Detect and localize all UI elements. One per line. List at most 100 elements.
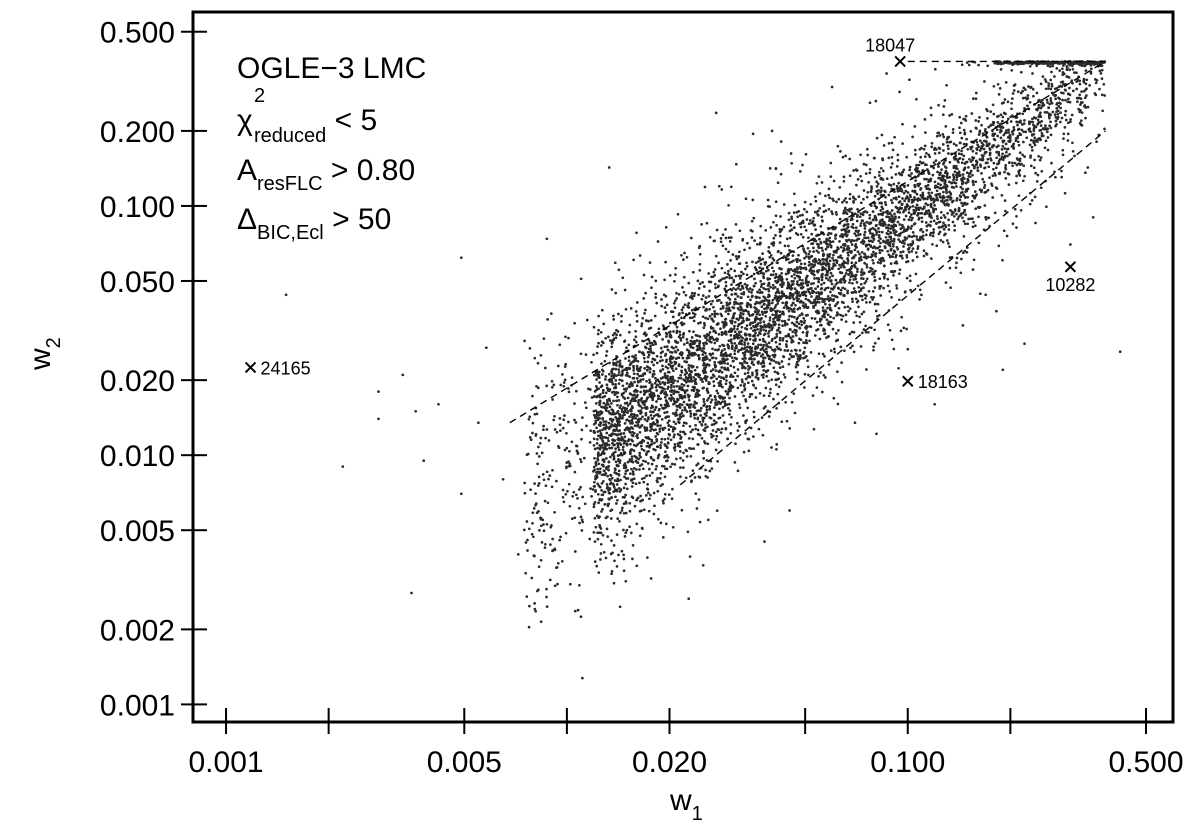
data-point <box>856 267 859 271</box>
data-point <box>751 371 754 375</box>
data-point <box>632 413 636 416</box>
data-point <box>820 317 823 321</box>
data-point <box>1009 120 1013 123</box>
data-point <box>817 300 821 304</box>
data-point <box>794 291 797 295</box>
data-point <box>690 295 694 299</box>
data-point <box>664 365 668 369</box>
data-point <box>975 127 978 130</box>
data-point <box>636 380 640 384</box>
data-point <box>756 290 759 294</box>
data-point <box>680 383 684 386</box>
data-point <box>720 331 724 334</box>
data-point <box>820 278 824 282</box>
data-point <box>580 518 584 522</box>
data-point <box>962 142 966 146</box>
data-point <box>655 301 659 305</box>
data-point <box>711 373 715 377</box>
data-point <box>672 397 675 401</box>
data-point <box>842 228 846 231</box>
data-point <box>758 301 761 304</box>
data-point <box>618 438 621 442</box>
data-point <box>606 398 609 402</box>
data-point <box>680 316 683 320</box>
data-point <box>991 132 995 136</box>
data-point <box>635 522 639 526</box>
data-point <box>769 226 773 229</box>
data-point <box>880 230 884 234</box>
data-point <box>717 428 721 432</box>
data-point <box>778 330 782 334</box>
data-point <box>704 426 707 430</box>
data-point <box>852 239 856 243</box>
data-point <box>712 380 716 383</box>
data-point <box>648 446 651 449</box>
data-point <box>917 172 921 176</box>
data-point <box>680 397 684 400</box>
data-point <box>689 430 693 434</box>
data-point <box>635 377 639 380</box>
data-point <box>677 356 681 360</box>
data-point <box>948 195 951 199</box>
data-point <box>609 552 613 556</box>
data-point <box>793 287 797 290</box>
data-point <box>862 242 865 245</box>
data-point <box>730 356 734 359</box>
data-point <box>620 374 624 377</box>
data-point <box>863 281 867 285</box>
data-point <box>965 160 969 164</box>
data-point <box>768 410 772 414</box>
data-point <box>716 391 720 395</box>
data-point <box>865 263 869 266</box>
data-point <box>681 352 684 355</box>
data-point <box>873 194 877 198</box>
data-point <box>889 262 893 265</box>
data-point <box>593 447 597 451</box>
data-point <box>868 101 872 105</box>
data-point <box>687 281 691 285</box>
data-point <box>615 502 618 505</box>
data-point <box>624 493 627 497</box>
data-point <box>644 494 648 497</box>
data-point <box>875 185 879 188</box>
data-point <box>860 268 864 271</box>
data-point <box>538 441 542 445</box>
data-point <box>649 493 652 497</box>
data-point <box>789 284 793 288</box>
data-point <box>687 403 690 407</box>
data-point <box>827 193 830 197</box>
data-point <box>708 358 712 362</box>
data-point <box>751 288 754 292</box>
data-point <box>607 460 611 464</box>
data-point <box>905 254 909 257</box>
data-point <box>1033 195 1037 199</box>
data-point <box>843 279 847 283</box>
data-point <box>839 234 842 238</box>
data-point <box>695 365 699 369</box>
data-point <box>821 352 825 356</box>
data-point <box>755 373 759 377</box>
data-point <box>638 481 641 485</box>
data-point <box>628 509 632 513</box>
data-point <box>748 246 752 250</box>
data-point <box>963 249 967 253</box>
data-point <box>847 238 851 242</box>
data-point <box>1001 119 1004 123</box>
data-point <box>1023 155 1026 158</box>
data-point <box>556 582 559 586</box>
data-point <box>750 295 754 299</box>
data-point <box>878 258 881 262</box>
data-point <box>606 485 609 489</box>
data-point <box>611 333 615 337</box>
data-point <box>599 393 602 396</box>
data-point <box>761 313 765 316</box>
data-point <box>634 310 638 313</box>
data-point <box>721 414 725 417</box>
data-point <box>728 402 731 406</box>
data-point <box>851 222 855 226</box>
data-point <box>966 178 970 182</box>
data-point <box>709 302 713 306</box>
data-point <box>607 421 611 425</box>
data-point <box>787 282 791 286</box>
data-point <box>969 169 973 173</box>
